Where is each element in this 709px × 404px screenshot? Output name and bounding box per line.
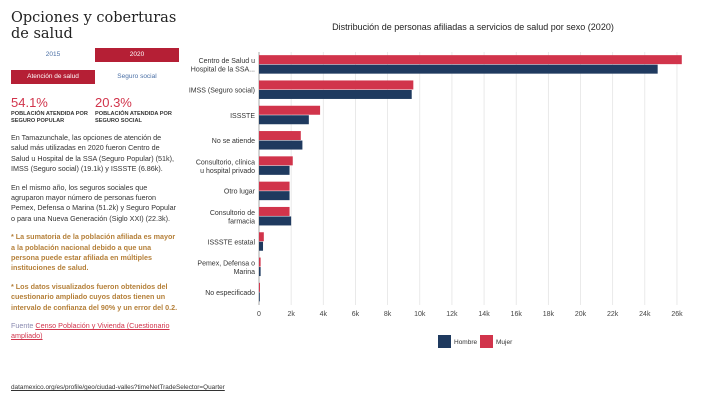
legend-label: Mujer	[496, 339, 513, 346]
category-label: No se atiende	[212, 138, 255, 145]
page-url[interactable]: datamexico.org/es/profile/geo/ciudad-val…	[11, 384, 225, 391]
bar-mujer[interactable]	[259, 232, 264, 242]
x-tick-label: 6k	[352, 311, 360, 318]
tab-seguro-social[interactable]: Seguro social	[117, 73, 157, 80]
footnote-2: * Los datos visualizados fueron obtenido…	[11, 281, 178, 312]
x-tick-label: 22k	[607, 311, 619, 318]
category-label: Pemex, Defensa o Marina	[197, 261, 255, 277]
source-line: Fuente Censo Población y Vivienda (Cuest…	[11, 321, 179, 341]
bar-mujer[interactable]	[259, 206, 290, 216]
x-tick-label: 4k	[320, 311, 328, 318]
bar-hombre[interactable]	[259, 241, 264, 251]
bar-hombre[interactable]	[259, 165, 290, 175]
page-title: Opciones y coberturas de salud	[11, 10, 177, 42]
bar-mujer[interactable]	[259, 55, 682, 65]
bar-hombre[interactable]	[259, 115, 309, 125]
left-panel: Opciones y coberturas de salud 2015 2020…	[11, 10, 179, 341]
category-label: Otro lugar	[224, 189, 256, 196]
x-tick-label: 8k	[384, 311, 392, 318]
bar-hombre[interactable]	[259, 64, 658, 74]
stat-value: 20.3%	[95, 95, 132, 110]
sub-tabs: Atención de salud Seguro social	[11, 70, 179, 84]
stats-row: 54.1% POBLACIÓN ATENDIDA POR SEGURO POPU…	[11, 96, 179, 125]
legend-label: Hombre	[454, 339, 478, 346]
bar-hombre[interactable]	[259, 191, 290, 201]
category-label: Consultorio, clínica u hospital privado	[196, 159, 255, 175]
year-tabs: 2015 2020	[11, 48, 179, 62]
tab-year-2015[interactable]: 2015	[11, 48, 95, 62]
bar-hombre[interactable]	[259, 216, 292, 226]
category-label: Consultorio de farmacia	[210, 210, 255, 226]
x-tick-label: 18k	[543, 311, 555, 318]
legend-swatch-mujer	[480, 335, 493, 348]
stat-seguro-popular: 54.1% POBLACIÓN ATENDIDA POR SEGURO POPU…	[11, 96, 95, 125]
bar-hombre[interactable]	[259, 140, 303, 150]
bar-mujer[interactable]	[259, 105, 321, 115]
description-paragraph-2: En el mismo año, los seguros sociales qu…	[11, 182, 176, 223]
source-link[interactable]: Censo Población y Vivienda (Cuestionario…	[11, 321, 170, 341]
bar-mujer[interactable]	[259, 181, 290, 191]
legend-swatch-hombre	[438, 335, 451, 348]
x-tick-label: 24k	[639, 311, 651, 318]
x-tick-label: 26k	[671, 311, 683, 318]
bar-mujer[interactable]	[259, 131, 301, 141]
bar-mujer[interactable]	[259, 80, 414, 90]
stat-seguro-social: 20.3% POBLACIÓN ATENDIDA POR SEGURO SOCI…	[95, 96, 179, 125]
bar-mujer[interactable]	[259, 282, 260, 292]
footnote-1: * La sumatoria de la población afiliada …	[11, 232, 176, 273]
stat-label: POBLACIÓN ATENDIDA POR SEGURO POPULAR	[11, 111, 88, 124]
x-tick-label: 0	[257, 311, 261, 318]
x-tick-label: 14k	[478, 311, 490, 318]
category-label: ISSSTE estatal	[208, 239, 256, 246]
bar-hombre[interactable]	[259, 89, 412, 99]
tab-year-2020[interactable]: 2020	[95, 48, 179, 62]
description-paragraph-1: En Tamazunchale, las opciones de atenció…	[11, 133, 175, 174]
bar-hombre[interactable]	[259, 292, 260, 302]
x-tick-label: 2k	[287, 311, 295, 318]
source-prefix: Fuente	[11, 321, 34, 331]
bar-hombre[interactable]	[259, 267, 261, 277]
category-label: ISSSTE	[230, 113, 255, 120]
category-label: No especificado	[205, 290, 255, 297]
bar-mujer[interactable]	[259, 257, 261, 267]
x-tick-label: 12k	[446, 311, 458, 318]
chart-title: Distribución de personas afiliadas a ser…	[332, 22, 614, 32]
bar-mujer[interactable]	[259, 156, 293, 166]
category-label: IMSS (Seguro social)	[189, 87, 255, 94]
stat-label: POBLACIÓN ATENDIDA POR SEGURO SOCIAL	[95, 111, 172, 124]
x-tick-label: 20k	[575, 311, 587, 318]
tab-atencion-de-salud[interactable]: Atención de salud	[11, 70, 95, 84]
x-tick-label: 10k	[414, 311, 426, 318]
stat-value: 54.1%	[11, 95, 48, 110]
category-label: Centro de Salud u Hospital de la SSA...	[191, 58, 255, 74]
x-tick-label: 16k	[511, 311, 523, 318]
